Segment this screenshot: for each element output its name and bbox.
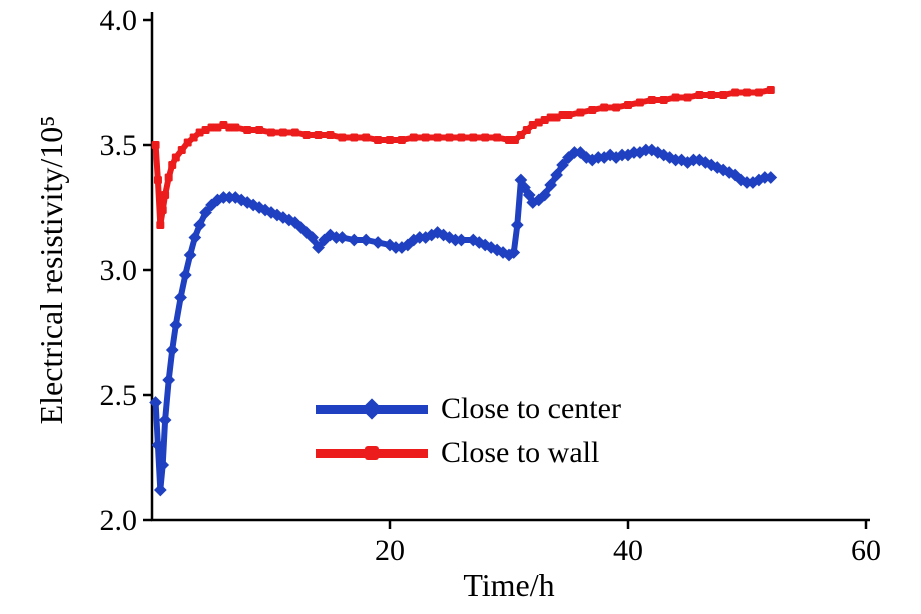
data-marker-close-to-wall bbox=[695, 91, 704, 99]
data-marker-close-to-wall bbox=[151, 141, 160, 149]
data-marker-close-to-wall bbox=[267, 128, 275, 137]
data-marker-close-to-center bbox=[510, 218, 524, 232]
data-marker-close-to-wall bbox=[326, 131, 335, 139]
data-marker-close-to-wall bbox=[576, 108, 585, 117]
data-marker-close-to-wall bbox=[362, 133, 371, 142]
data-marker-close-to-wall bbox=[510, 136, 519, 144]
data-marker-close-to-wall bbox=[600, 103, 609, 112]
data-marker-close-to-center bbox=[162, 373, 176, 387]
data-marker-close-to-wall bbox=[278, 128, 287, 137]
data-marker-close-to-wall bbox=[243, 126, 252, 134]
data-marker-close-to-center bbox=[153, 483, 167, 497]
y-tick-label: 4.0 bbox=[100, 4, 138, 37]
data-marker-close-to-wall bbox=[177, 146, 186, 154]
data-marker-close-to-wall bbox=[564, 111, 573, 119]
diamond-marker-icon bbox=[361, 398, 383, 420]
legend-item-close-to-wall: Close to wall bbox=[316, 436, 621, 470]
data-marker-close-to-center bbox=[193, 218, 206, 232]
data-marker-close-to-wall bbox=[719, 91, 728, 99]
data-marker-close-to-wall bbox=[302, 131, 311, 139]
legend-label-close-to-center: Close to center bbox=[441, 392, 621, 425]
data-marker-close-to-wall bbox=[731, 88, 740, 97]
data-marker-close-to-wall bbox=[350, 133, 359, 142]
data-marker-close-to-wall bbox=[635, 98, 644, 107]
data-marker-close-to-center bbox=[174, 291, 187, 304]
data-marker-close-to-wall bbox=[338, 133, 347, 142]
data-marker-close-to-center bbox=[158, 413, 172, 427]
y-tick-label: 3.5 bbox=[100, 129, 138, 162]
y-axis-title: Electrical resistivity/10⁵ bbox=[33, 116, 69, 425]
legend-item-close-to-center: Close to center bbox=[316, 392, 621, 426]
data-marker-close-to-wall bbox=[314, 131, 323, 139]
data-marker-close-to-wall bbox=[516, 131, 525, 139]
data-marker-close-to-center bbox=[169, 318, 183, 332]
data-marker-close-to-wall bbox=[624, 101, 632, 109]
data-marker-close-to-center bbox=[149, 396, 162, 409]
data-marker-close-to-wall bbox=[481, 133, 490, 142]
x-tick-label: 20 bbox=[375, 534, 405, 567]
data-marker-close-to-wall bbox=[168, 161, 177, 169]
data-marker-close-to-center bbox=[165, 343, 179, 357]
data-marker-close-to-wall bbox=[469, 133, 478, 142]
x-axis-title: Time/h bbox=[463, 567, 554, 603]
data-marker-close-to-center bbox=[188, 231, 202, 244]
data-marker-close-to-wall bbox=[386, 136, 394, 144]
data-marker-close-to-wall bbox=[659, 96, 668, 104]
data-marker-close-to-center bbox=[151, 438, 165, 452]
data-marker-close-to-wall bbox=[588, 106, 597, 114]
data-marker-close-to-wall bbox=[445, 133, 454, 142]
data-marker-close-to-wall bbox=[707, 91, 716, 99]
data-marker-close-to-wall bbox=[409, 133, 418, 142]
data-marker-close-to-wall bbox=[164, 173, 173, 182]
data-marker-close-to-center bbox=[156, 458, 170, 472]
data-marker-close-to-center bbox=[178, 268, 192, 282]
data-marker-close-to-wall bbox=[161, 191, 170, 199]
y-tick-label: 3.0 bbox=[100, 254, 138, 287]
data-marker-close-to-wall bbox=[156, 221, 165, 229]
x-tick-label: 60 bbox=[851, 534, 881, 567]
data-marker-close-to-wall bbox=[397, 136, 406, 144]
data-marker-close-to-wall bbox=[255, 126, 264, 134]
data-marker-close-to-wall bbox=[158, 206, 167, 214]
data-marker-close-to-wall bbox=[522, 126, 531, 134]
data-marker-close-to-wall bbox=[290, 128, 299, 137]
data-marker-close-to-center bbox=[199, 206, 212, 219]
legend-line-close-to-center bbox=[316, 398, 428, 420]
data-marker-close-to-wall bbox=[374, 136, 383, 144]
data-marker-close-to-wall bbox=[183, 138, 192, 147]
data-marker-close-to-wall bbox=[647, 96, 656, 104]
y-tick-label: 2.0 bbox=[100, 504, 138, 537]
data-marker-close-to-wall bbox=[171, 153, 180, 162]
data-marker-close-to-center bbox=[371, 236, 385, 249]
data-marker-close-to-center bbox=[336, 231, 349, 244]
data-marker-close-to-center bbox=[183, 248, 197, 262]
data-marker-close-to-wall bbox=[743, 88, 751, 97]
data-marker-close-to-center bbox=[312, 241, 325, 254]
data-marker-close-to-wall bbox=[421, 133, 430, 142]
data-marker-close-to-wall bbox=[457, 133, 466, 142]
data-marker-close-to-center bbox=[347, 233, 361, 247]
data-marker-close-to-wall bbox=[189, 133, 198, 142]
data-marker-close-to-wall bbox=[612, 103, 621, 112]
data-marker-close-to-wall bbox=[493, 133, 502, 142]
x-tick-label: 40 bbox=[613, 534, 643, 567]
legend-label-close-to-wall: Close to wall bbox=[441, 436, 600, 469]
data-marker-close-to-center bbox=[359, 233, 373, 247]
data-marker-close-to-wall bbox=[153, 176, 162, 184]
data-marker-close-to-center bbox=[455, 233, 468, 247]
data-marker-close-to-wall bbox=[754, 88, 763, 97]
y-tick-label: 2.5 bbox=[100, 379, 138, 412]
data-marker-close-to-wall bbox=[671, 93, 680, 102]
legend: Close to center Close to wall bbox=[316, 392, 621, 470]
data-marker-close-to-wall bbox=[683, 93, 692, 102]
data-marker-close-to-wall bbox=[433, 133, 442, 142]
square-marker-icon bbox=[365, 446, 379, 460]
data-marker-close-to-center bbox=[306, 231, 320, 244]
legend-line-close-to-wall bbox=[316, 446, 428, 460]
data-marker-close-to-wall bbox=[231, 123, 240, 132]
data-marker-close-to-wall bbox=[766, 86, 775, 94]
